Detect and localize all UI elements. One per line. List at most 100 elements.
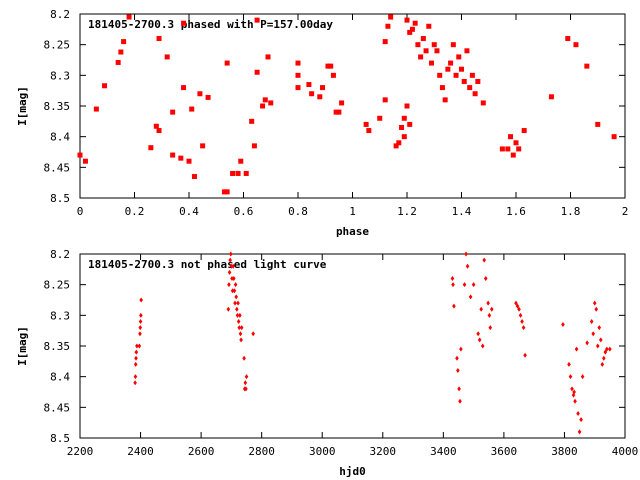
unphased-data-point	[452, 303, 456, 309]
unphased-data-point	[570, 386, 574, 392]
unphased-data-point	[228, 251, 233, 257]
phased-data-point	[254, 69, 260, 75]
phased-data-point	[153, 123, 159, 129]
unphased-y-tick-label: 8.3	[50, 309, 70, 322]
phased-data-point	[423, 48, 429, 54]
phased-data-point	[309, 91, 315, 97]
unphased-data-point	[603, 349, 608, 355]
phased-data-point	[437, 72, 443, 78]
phased-data-point	[93, 106, 99, 112]
phased-data-point	[480, 100, 486, 106]
phased-data-point	[431, 42, 437, 48]
phased-data-point	[156, 128, 162, 134]
phased-data-point	[385, 23, 391, 29]
unphased-data-point	[244, 374, 249, 380]
unphased-data-point	[608, 346, 612, 352]
phased-data-point	[330, 72, 336, 78]
phased-data-point	[399, 124, 405, 130]
unphased-y-tick-label: 8.2	[50, 248, 70, 261]
phased-data-point	[505, 146, 511, 152]
unphased-data-point	[572, 389, 576, 395]
phased-data-point	[333, 109, 339, 115]
unphased-data-point	[134, 349, 139, 355]
unphased-x-tick-label: 3400	[430, 445, 457, 458]
phased-x-tick-label: 0.8	[288, 205, 308, 218]
phased-panel: 0 0.2 0.4 0.6 0.8 1 1.2 1.4 1.6 1.8 2 8.2 8.25 8.3 8.3…	[16, 8, 628, 238]
phased-data-point	[249, 118, 255, 124]
phased-data-point	[382, 97, 388, 103]
unphased-y-tick-label: 8.45	[44, 401, 71, 414]
phased-data-point	[268, 100, 274, 106]
phased-data-point	[181, 85, 187, 91]
phased-data-point	[472, 91, 478, 97]
unphased-data-point	[598, 337, 603, 343]
phased-data-point	[407, 29, 413, 35]
unphased-data-point	[239, 337, 243, 343]
unphased-x-tick-label: 2400	[127, 445, 154, 458]
phased-data-point	[407, 121, 413, 127]
phased-data-point	[170, 109, 176, 115]
unphased-data-point	[226, 306, 231, 312]
phased-data-point	[401, 134, 407, 140]
phased-data-point	[156, 36, 162, 42]
unphased-data-point	[573, 398, 577, 404]
unphased-data-point	[234, 294, 239, 300]
phased-data-point	[475, 78, 481, 84]
unphased-data-point	[521, 325, 526, 331]
phased-y-tick-label: 8.2	[50, 8, 70, 21]
unphased-data-point	[465, 263, 470, 269]
phased-x-tick-label: 0.4	[179, 205, 199, 218]
unphased-data-point	[236, 318, 241, 324]
unphased-panel: 2200 2400 2600 2800 3000 3200 3400 3600 3800 4000…	[16, 248, 638, 478]
phased-data-point	[317, 94, 323, 100]
phased-data-point	[426, 23, 432, 29]
phased-data-point	[442, 97, 448, 103]
phased-data-point	[516, 146, 522, 152]
phased-data-point	[420, 36, 426, 42]
phased-data-point	[415, 42, 421, 48]
unphased-data-point	[138, 331, 142, 337]
phased-data-point	[178, 155, 184, 161]
phased-data-point	[306, 82, 312, 88]
unphased-data-point	[594, 306, 599, 312]
phased-data-point	[170, 152, 176, 158]
unphased-data-point	[135, 343, 139, 349]
unphased-data-point	[239, 325, 244, 331]
phased-chart-title: 181405-2700.3 phased with P=157.00day	[88, 18, 333, 31]
unphased-data-point	[483, 276, 488, 282]
phased-data-point	[295, 72, 301, 78]
unphased-data-point	[235, 306, 239, 312]
unphased-data-point	[233, 300, 237, 306]
phased-data-point	[404, 17, 410, 23]
phased-y-axis-label: I[mag]	[16, 86, 29, 126]
phased-data-point	[499, 146, 505, 152]
phased-data-point	[126, 14, 132, 20]
unphased-data-point	[457, 386, 461, 392]
phased-y-tick-label: 8.3	[50, 69, 70, 82]
unphased-data-point	[138, 318, 143, 324]
phased-x-tick-label: 1.6	[506, 205, 526, 218]
unphased-x-tick-label: 3600	[491, 445, 518, 458]
phased-data-point	[363, 121, 369, 127]
phased-x-tick-label: 1.4	[452, 205, 472, 218]
unphased-data-point	[243, 380, 248, 386]
unphased-data-point	[227, 269, 232, 275]
phased-data-point	[254, 17, 260, 23]
unphased-data-point	[487, 312, 492, 318]
phased-x-tick-label: 2	[622, 205, 629, 218]
unphased-data-point	[134, 355, 138, 361]
unphased-data-point	[229, 263, 234, 269]
unphased-data-point	[514, 300, 518, 306]
unphased-data-point	[595, 343, 600, 349]
unphased-data-point	[471, 282, 476, 288]
phased-y-tick-label: 8.4	[50, 131, 70, 144]
phased-data-point	[366, 128, 372, 134]
phased-data-point	[388, 14, 394, 20]
phased-data-point	[191, 174, 197, 180]
phased-data-point	[467, 85, 473, 91]
unphased-y-axis-label: I[mag]	[16, 326, 29, 366]
unphased-x-axis-label: hjd0	[339, 465, 366, 478]
unphased-data-point	[232, 276, 236, 282]
phased-data-point	[238, 158, 244, 164]
phased-data-point	[573, 42, 579, 48]
